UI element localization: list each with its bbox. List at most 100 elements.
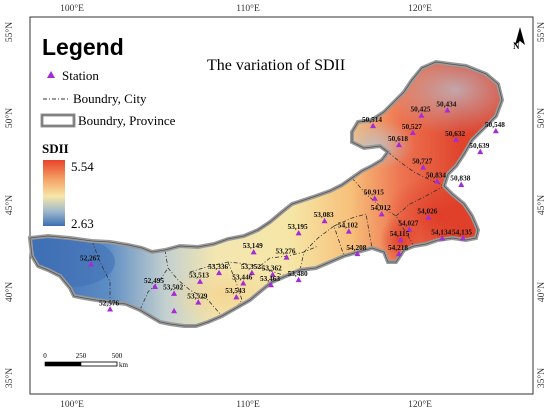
station-marker-54012 (378, 210, 385, 217)
station-marker-52495 (152, 283, 159, 290)
station-marker-54102 (345, 228, 352, 234)
station-label-53480: 53,480 (288, 269, 308, 278)
station-marker-50425 (418, 112, 425, 118)
city-boundaries (91, 151, 445, 317)
station-label-54012: 54,012 (371, 203, 391, 212)
sdii-max-label: 5.54 (71, 159, 94, 174)
station-marker-53513 (197, 278, 204, 284)
station-marker-50548 (492, 127, 499, 134)
stations-layer: 50,434 50,425 50,527 50,514 50,548 50,632 50,6… (80, 99, 505, 314)
lon-label-110: 110°E (236, 3, 260, 14)
station-marker-53529 (195, 299, 202, 305)
station-marker-50915 (371, 195, 378, 201)
lon-label-120-bottom: 120°E (408, 399, 432, 410)
station-label-53446: 53,446 (232, 272, 252, 281)
map-title: The variation of SDII (207, 57, 345, 74)
station-label-50514: 50,514 (362, 115, 382, 124)
station-label-50838: 50,838 (450, 174, 470, 183)
station-label-52495: 52,495 (144, 276, 164, 285)
station-marker-53352 (248, 269, 255, 276)
station-marker-50618 (395, 141, 402, 148)
lat-label-45-right: 45°N (536, 195, 547, 215)
station-marker-53276 (283, 254, 290, 260)
lon-label-120: 120°E (408, 3, 432, 14)
station-marker-53083 (321, 217, 328, 224)
station-label-53352: 53,352 (241, 262, 261, 271)
station-label-54102: 54,102 (338, 220, 358, 229)
station-label-50727: 50,727 (412, 156, 432, 165)
station-label-50527: 50,527 (402, 122, 422, 131)
station-label-50639: 50,639 (469, 141, 489, 150)
station-label-52267: 52,267 (80, 253, 100, 262)
station-label-54135: 54,135 (452, 227, 472, 236)
scale-tick-500: 500 (112, 352, 123, 360)
lat-label-40: 40°N (4, 282, 15, 302)
north-arrow: N (513, 27, 525, 51)
station-label-53149: 53,149 (243, 241, 263, 250)
station-marker-50632 (453, 136, 460, 142)
lat-label-50-right: 50°N (536, 108, 547, 128)
station-marker-53502 (171, 290, 178, 296)
station-marker-50514 (370, 122, 377, 129)
station-label-53083: 53,083 (314, 210, 334, 219)
station-marker-50834 (434, 178, 441, 184)
station-label-50434: 50,434 (436, 99, 456, 108)
scale-bar: 0 250 500 km (43, 352, 128, 369)
scale-tick-0: 0 (43, 352, 47, 360)
station-marker-53336 (216, 269, 223, 276)
station-label-50618: 50,618 (388, 134, 408, 143)
station-marker-54208 (354, 250, 361, 257)
station-marker-50838 (458, 181, 465, 187)
station-marker-54134 (439, 235, 446, 241)
station-label-54027: 54,027 (398, 219, 418, 228)
station-marker-50527 (409, 129, 416, 136)
lat-label-55: 55°N (4, 22, 15, 42)
lat-label-40-right: 40°N (536, 282, 547, 302)
station-marker-53463 (267, 281, 274, 288)
lat-label-55-right: 55°N (536, 22, 547, 42)
station-marker-52576 (107, 306, 114, 312)
station-label-52576: 52,576 (99, 298, 119, 307)
legend-city-boundary-label: Boundry, City (73, 91, 147, 106)
lat-label-35-right: 35°N (536, 368, 547, 388)
lat-label-50: 50°N (4, 108, 15, 128)
station-label-53463: 53,463 (260, 274, 280, 283)
station-label-53362: 53,362 (262, 264, 282, 273)
station-label-50632: 50,632 (445, 129, 465, 138)
station-marker-54115 (397, 236, 404, 243)
station-label-53195: 53,195 (288, 222, 308, 231)
station-marker-54027 (406, 226, 413, 232)
station-marker-50434 (444, 107, 451, 113)
station-label-54218: 54,218 (388, 243, 408, 252)
legend-title: Legend (42, 34, 124, 60)
station-marker-53149 (250, 249, 257, 255)
north-arrow-label: N (513, 41, 520, 51)
legend-station-label: Station (62, 68, 99, 83)
station-label-53513: 53,513 (189, 271, 209, 280)
station-marker-54026 (425, 214, 432, 220)
station-label-50425: 50,425 (411, 105, 431, 114)
lon-label-100: 100°E (60, 3, 84, 14)
station-marker-53480 (295, 276, 302, 283)
station-marker-53602 (171, 307, 178, 314)
sdii-color-ramp (43, 160, 65, 226)
lon-label-110-bottom: 110°E (236, 399, 260, 410)
north-arrow-icon (515, 27, 525, 45)
station-label-50548: 50,548 (485, 120, 505, 129)
station-marker-53446 (240, 280, 247, 286)
station-marker-52267 (88, 261, 95, 267)
station-label-53543: 53,543 (225, 286, 245, 295)
lat-label-45: 45°N (4, 195, 15, 215)
station-label-54026: 54,026 (417, 207, 437, 216)
station-marker-50727 (420, 164, 427, 170)
station-marker-53195 (295, 229, 302, 236)
graticule: 100°E 110°E 120°E 100°E 110°E 120°E 55°N… (4, 3, 547, 410)
station-label-53529: 53,529 (187, 291, 207, 300)
scale-unit: km (119, 361, 129, 369)
station-label-54134: 54,134 (431, 227, 451, 236)
station-label-50834: 50,834 (426, 170, 446, 179)
sdii-legend-title: SDII (42, 141, 69, 156)
sdii-min-label: 2.63 (71, 216, 94, 231)
lon-label-100-bottom: 100°E (60, 399, 84, 410)
